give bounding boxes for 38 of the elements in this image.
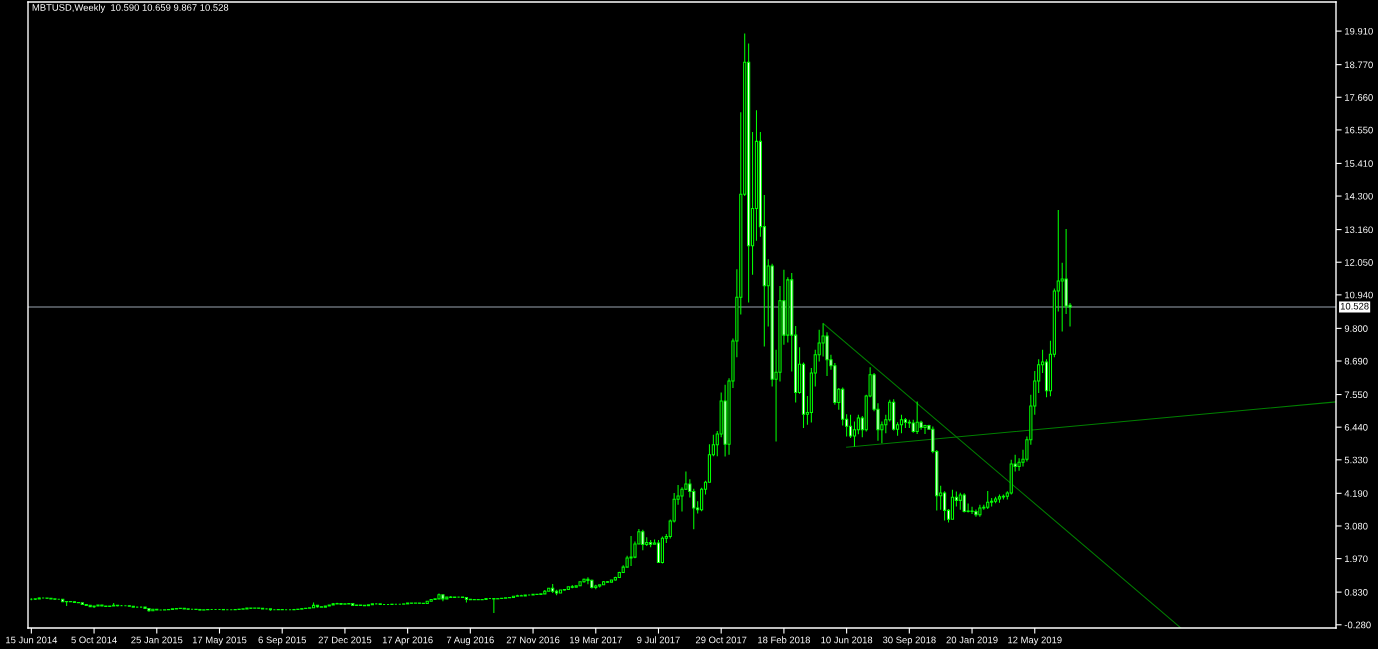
- x-tick-label: 30 Sep 2018: [882, 636, 936, 646]
- x-tick-label: 7 Aug 2016: [446, 636, 494, 646]
- ref-line-label: 10.528: [1340, 302, 1369, 310]
- y-tick-label: 19.910: [1345, 27, 1373, 35]
- y-tick-label: 17.660: [1345, 94, 1373, 101]
- x-tick-label: 12 May 2019: [1008, 636, 1062, 646]
- y-tick-label: 4.190: [1344, 490, 1368, 497]
- y-tick-label: -0.280: [1344, 621, 1371, 629]
- x-tick-label: 18 Feb 2018: [758, 636, 811, 644]
- y-tick-label: 12.050: [1345, 259, 1373, 266]
- y-tick-label: 10.940: [1345, 291, 1373, 299]
- x-tick-label: 9 Jul 2017: [637, 636, 680, 644]
- x-tick-label: 6 Sep 2015: [258, 636, 306, 646]
- y-tick-label: 9.800: [1344, 325, 1368, 332]
- x-tick-label: 10 Jun 2018: [821, 636, 873, 644]
- x-tick-label: 20 Jan 2019: [946, 636, 998, 644]
- x-tick-label: 19 Mar 2017: [569, 636, 622, 644]
- y-tick-label: 6.440: [1344, 424, 1368, 431]
- y-tick-label: 8.690: [1344, 357, 1368, 365]
- x-tick-label: 15 Jun 2014: [6, 636, 58, 644]
- y-tick-label: 14.300: [1345, 192, 1373, 200]
- x-tick-label: 25 Jan 2015: [131, 636, 183, 644]
- y-tick-label: 15.410: [1345, 160, 1373, 167]
- x-tick-label: 17 May 2015: [192, 636, 247, 646]
- y-tick-label: 3.080: [1344, 522, 1368, 530]
- y-tick-label: 7.550: [1344, 391, 1368, 399]
- y-tick-label: 13.160: [1345, 226, 1373, 234]
- x-tick-label: 17 Apr 2016: [382, 636, 433, 646]
- x-tick-label: 5 Oct 2014: [71, 636, 117, 644]
- x-tick-label: 27 Dec 2015: [318, 636, 372, 644]
- x-tick-label: 29 Oct 2017: [695, 636, 747, 644]
- x-tick-label: 27 Nov 2016: [506, 636, 560, 644]
- y-tick-label: 18.770: [1345, 61, 1373, 69]
- y-tick-label: 0.830: [1344, 588, 1368, 596]
- y-tick-label: 1.970: [1345, 555, 1368, 563]
- y-tick-label: 16.550: [1345, 126, 1373, 134]
- y-tick-label: 5.330: [1344, 456, 1368, 464]
- chart-title: MBTUSD,Weekly 10.590 10.659 9.867 10.528: [32, 3, 229, 13]
